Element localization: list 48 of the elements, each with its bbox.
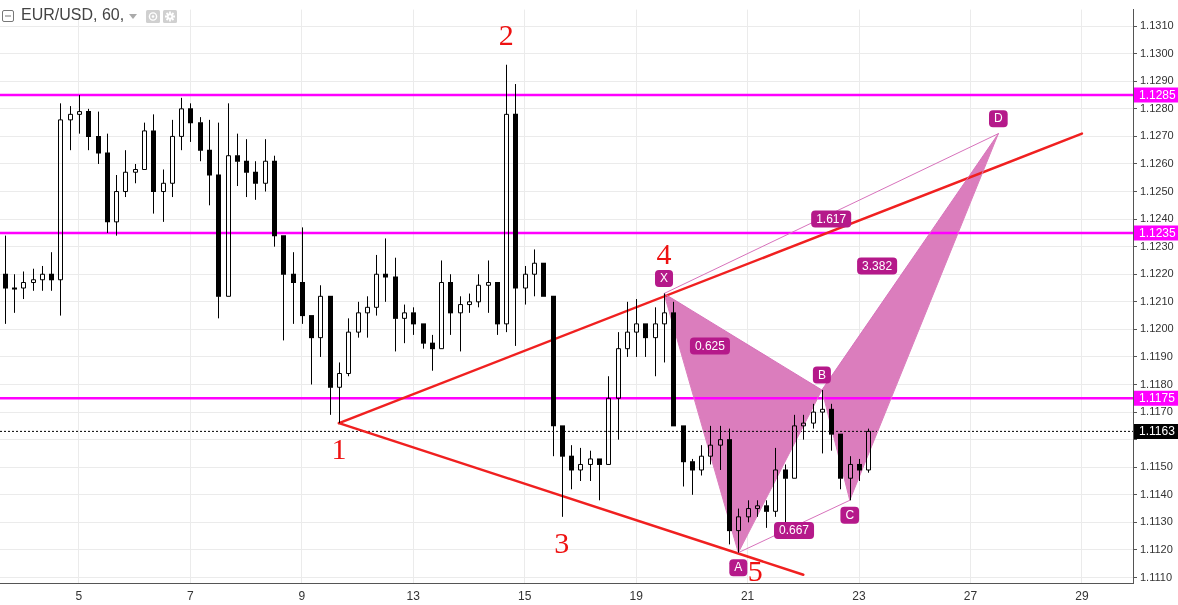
y-tick-label: 1.1260 xyxy=(1140,157,1174,170)
y-tick-label: 1.1120 xyxy=(1140,542,1173,555)
y-tick-label: 1.1250 xyxy=(1140,184,1174,197)
y-tick-label: 1.1140 xyxy=(1140,487,1173,500)
annotation: 0.625 xyxy=(694,338,726,353)
data-label: B xyxy=(817,367,826,382)
ref-line-label: 1.1163 xyxy=(1139,424,1176,439)
x-tick-label: 9 xyxy=(298,588,306,603)
x-tick-label: 19 xyxy=(629,588,644,603)
x-tick-label: 13 xyxy=(406,588,421,603)
y-tick-label: 1.1300 xyxy=(1140,46,1174,59)
ref-line-label: 1.1235 xyxy=(1139,225,1177,240)
data-label: D xyxy=(994,111,1003,126)
annotation: 3 xyxy=(554,525,570,559)
annotation: 1.617 xyxy=(816,211,847,226)
annotation: 4 xyxy=(656,237,672,271)
annotation: 0.667 xyxy=(779,523,810,538)
annotation: 1 xyxy=(331,431,347,465)
x-tick-label: 29 xyxy=(1075,588,1089,603)
y-tick-label: 1.1230 xyxy=(1140,239,1174,252)
data-label: C xyxy=(845,508,855,523)
y-tick-label: 1.1150 xyxy=(1140,460,1173,473)
x-tick-label: 5 xyxy=(75,588,83,603)
y-tick-label: 1.1170 xyxy=(1140,405,1173,418)
data-label: A xyxy=(734,560,743,575)
y-tick-label: 1.1220 xyxy=(1140,267,1174,280)
chart-title: EUR/USD, 60, xyxy=(21,6,125,24)
ref-line-label: 1.1285 xyxy=(1139,87,1177,102)
y-tick-label: 1.1200 xyxy=(1140,322,1174,335)
x-tick-label: 23 xyxy=(852,588,867,603)
y-tick-label: 1.1290 xyxy=(1140,74,1174,87)
y-tick-label: 1.1270 xyxy=(1140,129,1174,142)
x-tick-label: 21 xyxy=(740,588,755,603)
y-tick-label: 1.1240 xyxy=(1140,212,1174,225)
y-tick-label: 1.1190 xyxy=(1140,349,1173,362)
y-tick-label: 1.1110 xyxy=(1140,570,1173,583)
annotation: 2 xyxy=(498,17,514,51)
x-tick-label: 7 xyxy=(187,588,195,603)
y-tick-label: 1.1280 xyxy=(1140,101,1174,114)
annotation: 3.382 xyxy=(862,258,893,273)
y-tick-label: 1.1130 xyxy=(1140,515,1173,528)
x-tick-label: 15 xyxy=(518,588,532,603)
data-label: X xyxy=(660,271,669,286)
y-tick-label: 1.1310 xyxy=(1140,19,1174,32)
y-tick-label: 1.1210 xyxy=(1140,294,1174,307)
y-tick-label: 1.1180 xyxy=(1140,377,1173,390)
x-tick-label: 27 xyxy=(963,588,978,603)
ref-line-label: 1.1175 xyxy=(1139,391,1176,406)
